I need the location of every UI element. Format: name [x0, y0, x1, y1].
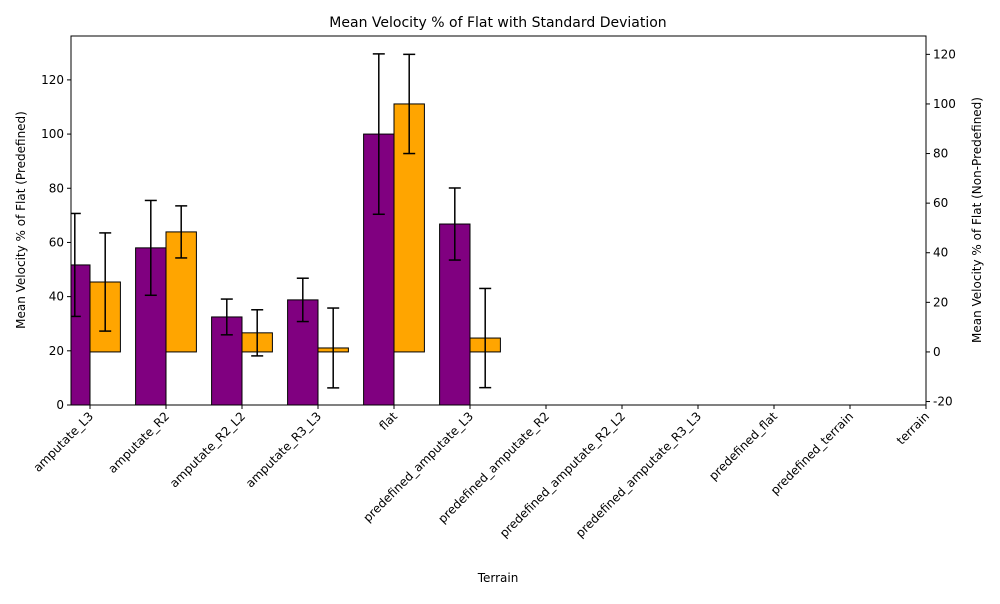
- plot-area: [71, 53, 501, 405]
- bar: [439, 223, 471, 405]
- error-bar: [251, 309, 264, 357]
- x-tick-label: predefined_flat: [706, 409, 780, 483]
- error-bar: [71, 212, 81, 318]
- y-axis-label: Mean Velocity % of Flat (Predefined): [14, 111, 28, 329]
- error-bar: [403, 53, 416, 155]
- y2-tick-label: 0: [933, 345, 941, 359]
- x-axis-label: Terrain: [477, 571, 519, 585]
- y2-tick-label: 20: [933, 295, 948, 309]
- y-tick-label: 40: [49, 290, 64, 304]
- x-tick-label: flat: [376, 409, 400, 433]
- y-tick-label: 120: [41, 73, 64, 87]
- y2-axis-label: Mean Velocity % of Flat (Non-Predefined): [970, 97, 984, 343]
- x-tick-label: terrain: [894, 409, 932, 447]
- y-tick-label: 80: [49, 181, 64, 195]
- error-bar: [175, 205, 188, 259]
- y2-tick-label: 120: [933, 47, 956, 61]
- x-tick-label: amputate_R2_L2: [167, 409, 248, 490]
- error-bar: [479, 287, 492, 389]
- y-tick-label: 60: [49, 235, 64, 249]
- y2-tick-label: 80: [933, 147, 948, 161]
- chart-title: Mean Velocity % of Flat with Standard De…: [329, 15, 666, 31]
- error-bar: [144, 199, 157, 297]
- error-bar: [448, 187, 461, 261]
- error-bar: [220, 298, 233, 336]
- error-bar: [327, 307, 340, 389]
- y-tick-label: 20: [49, 344, 64, 358]
- y-tick-label: 0: [56, 398, 64, 412]
- error-bar: [372, 53, 385, 216]
- plot-frame: [70, 35, 927, 406]
- error-bar: [296, 277, 309, 323]
- x-tick-label: amputate_L3: [31, 409, 97, 475]
- error-bar: [99, 232, 112, 332]
- x-tick-label: amputate_R3_L3: [243, 409, 324, 490]
- y2-tick-label: 40: [933, 246, 948, 260]
- x-tick-label: amputate_R2: [105, 409, 172, 476]
- y2-tick-label: -20: [933, 395, 953, 409]
- x-tick-label: predefined_terrain: [768, 409, 856, 497]
- y2-tick-label: 100: [933, 97, 956, 111]
- y-tick-label: 100: [41, 127, 64, 141]
- x-tick-label: predefined_amputate_R2_L2: [497, 409, 628, 540]
- y2-tick-label: 60: [933, 196, 948, 210]
- x-tick-label: predefined_amputate_R3_L3: [573, 409, 704, 540]
